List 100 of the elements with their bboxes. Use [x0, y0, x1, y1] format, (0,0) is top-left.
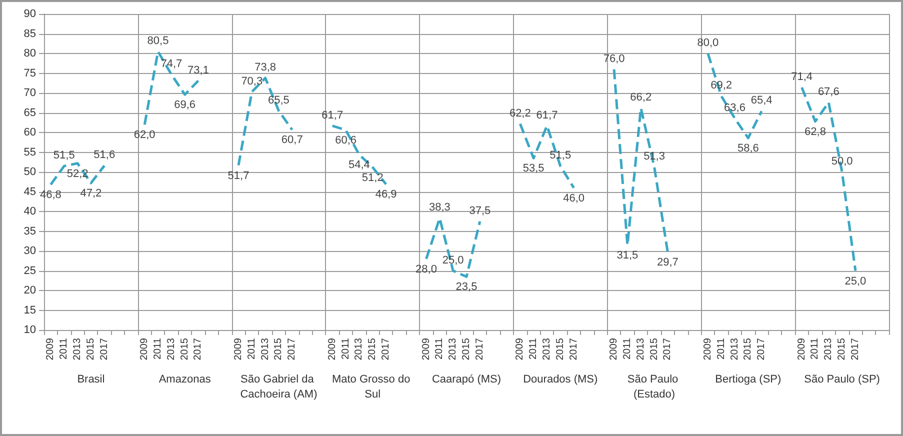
data-label: 51,6 — [94, 149, 116, 162]
data-label: 38,3 — [428, 202, 450, 214]
x-tick-label: 2015 — [742, 338, 754, 360]
x-tick-label: 2011 — [152, 338, 164, 360]
data-label: 37,5 — [469, 204, 491, 217]
y-tick-label: 55 — [24, 146, 36, 158]
x-tick-label: 2013 — [541, 338, 552, 360]
y-tick-label: 15 — [24, 304, 36, 316]
x-tick-label: 2009 — [608, 338, 620, 360]
y-tick-label: 75 — [24, 67, 36, 80]
data-label: 51,5 — [53, 150, 75, 162]
x-tick-label: 2013 — [448, 338, 459, 360]
y-tick-label: 50 — [24, 166, 36, 178]
data-label: 65,4 — [750, 94, 772, 107]
x-tick-label: 2013 — [354, 338, 365, 360]
x-tick-label: 2011 — [246, 338, 258, 360]
text: Amazonas — [158, 374, 212, 386]
data-label: 69,6 — [174, 99, 196, 112]
data-label: 50,0 — [831, 156, 853, 168]
data-label: 28,0 — [416, 263, 437, 276]
y-tick-label: 10 — [24, 324, 36, 336]
x-tick-label: 2009 — [420, 338, 432, 360]
x-tick-label: 2015 — [554, 338, 566, 360]
data-label: 51,7 — [228, 170, 250, 182]
x-tick-label: 2015 — [461, 338, 472, 360]
x-tick-label: 2015 — [648, 338, 660, 360]
data-label: 74,7 — [160, 58, 182, 70]
x-tick-label: 2011 — [528, 338, 540, 360]
data-label: 73,8 — [254, 61, 276, 74]
data-label: 71,4 — [791, 70, 813, 83]
text: São Paulo (Estado) — [627, 374, 682, 400]
data-label: 63,6 — [724, 102, 746, 114]
y-tick-label: 70 — [24, 87, 36, 99]
text: Mato Grosso do Sul — [332, 374, 414, 400]
data-label: 23,5 — [456, 281, 478, 294]
x-tick-label: 2011 — [716, 338, 727, 360]
x-tick-label: 2009 — [326, 338, 338, 360]
data-label: 47,2 — [80, 188, 102, 200]
data-label: 62,8 — [804, 126, 826, 138]
data-label: 54,4 — [348, 159, 370, 172]
x-tick-label: 2011 — [434, 338, 446, 360]
data-label: 25,0 — [844, 275, 866, 288]
x-tick-label: 2009 — [702, 338, 714, 360]
x-tick-label: 2013 — [72, 338, 84, 360]
text: Brasil — [77, 374, 105, 386]
data-label: 62,2 — [509, 107, 531, 120]
x-tick-label: 2015 — [367, 338, 378, 360]
x-tick-label: 2015 — [179, 338, 190, 360]
x-tick-label: 2009 — [796, 338, 808, 360]
y-tick-label: 25 — [24, 264, 36, 277]
x-tick-label: 2015 — [273, 338, 284, 360]
x-tick-label: 2011 — [58, 338, 70, 360]
y-tick-label: 65 — [24, 106, 36, 119]
y-tick-label: 45 — [24, 186, 36, 198]
data-label: 46,8 — [40, 189, 62, 202]
data-label: 61,7 — [536, 109, 558, 122]
data-label: 61,7 — [322, 109, 344, 122]
data-label: 76,0 — [603, 52, 625, 65]
data-label: 66,2 — [630, 92, 652, 104]
x-tick-label: 2017 — [474, 338, 486, 360]
data-label: 46,0 — [563, 192, 585, 204]
x-tick-label: 2017 — [192, 338, 204, 360]
data-label: 70,3 — [241, 75, 263, 88]
x-tick-label: 2013 — [260, 338, 271, 360]
data-label: 73,1 — [188, 64, 209, 76]
text: Caarapó (MS) — [432, 374, 502, 386]
y-tick-label: 30 — [24, 245, 36, 257]
y-tick-label: 85 — [24, 28, 36, 40]
text: Bertioga (SP) — [715, 374, 782, 386]
y-tick-label: 80 — [24, 48, 36, 60]
text: São Paulo (SP) — [804, 374, 880, 386]
x-tick-label: 2017 — [568, 338, 580, 360]
data-label: 29,7 — [656, 256, 678, 269]
data-label: 62,0 — [134, 129, 156, 142]
x-tick-label: 2017 — [98, 338, 110, 360]
data-label: 51,2 — [362, 172, 384, 184]
x-tick-label: 2009 — [514, 338, 526, 360]
y-tick-label: 35 — [24, 225, 36, 238]
y-tick-label: 20 — [24, 284, 36, 296]
x-tick-label: 2011 — [340, 338, 352, 360]
x-tick-label: 2017 — [850, 338, 861, 360]
data-label: 80,5 — [147, 35, 169, 48]
y-tick-label: 90 — [24, 8, 36, 20]
x-tick-label: 2009 — [139, 338, 150, 360]
data-label: 53,5 — [522, 162, 544, 175]
data-label: 46,9 — [375, 188, 397, 201]
data-label: 67,6 — [818, 86, 840, 98]
x-tick-label: 2017 — [662, 338, 674, 360]
data-label: 65,5 — [268, 94, 290, 106]
data-label: 25,0 — [442, 254, 464, 266]
y-tick-label: 60 — [24, 126, 36, 138]
x-tick-label: 2009 — [45, 338, 56, 360]
data-label: 58,6 — [737, 142, 759, 155]
x-tick-label: 2013 — [166, 338, 177, 360]
x-tick-label: 2009 — [232, 338, 244, 360]
text: São Gabriel da Cachoeira (AM) — [240, 374, 318, 400]
data-label: 31,5 — [616, 250, 638, 262]
x-tick-label: 2011 — [810, 338, 821, 360]
text: Dourados (MS) — [523, 374, 598, 386]
x-tick-label: 2017 — [380, 338, 392, 360]
